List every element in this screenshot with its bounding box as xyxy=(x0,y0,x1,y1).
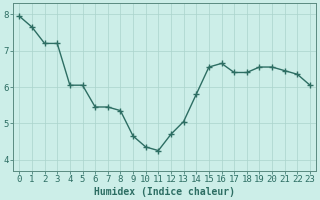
X-axis label: Humidex (Indice chaleur): Humidex (Indice chaleur) xyxy=(94,186,235,197)
